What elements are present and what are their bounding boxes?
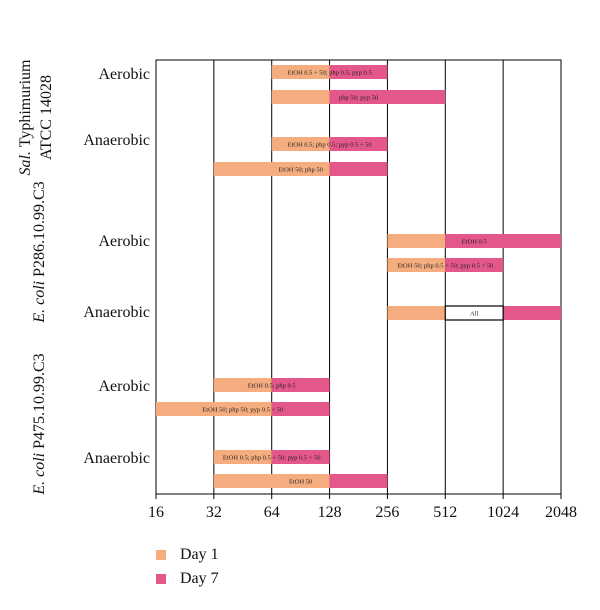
chart: 16 32 64 128 256 512 1024 2048 Aerobic EtOH 0.5 +… bbox=[17, 59, 577, 521]
strain-label-rest: P475.10.99.C3 bbox=[31, 353, 48, 453]
x-tick-label: 2048 bbox=[545, 504, 577, 521]
condition-label: Anaerobic bbox=[83, 132, 150, 149]
strain-label: Sal. Typhimurium bbox=[17, 59, 34, 175]
strain-label: E. coli P475.10.99.C3 bbox=[31, 353, 48, 495]
x-tick-label: 16 bbox=[148, 504, 164, 521]
legend-item-day7: Day 7 bbox=[156, 567, 219, 591]
condition-label: Anaerobic bbox=[83, 450, 150, 467]
bar-day1 bbox=[271, 90, 330, 104]
strain-label-line2: ATCC 14028 bbox=[38, 75, 55, 160]
bar-day7 bbox=[329, 137, 388, 151]
bar-day1 bbox=[387, 234, 446, 248]
bar-label: EtOH 0.5; php 0.5 bbox=[248, 383, 296, 390]
strain-label-italic: E. coli bbox=[31, 453, 48, 496]
bar-label: EtOH 0.5 bbox=[462, 239, 487, 246]
bar-day1 bbox=[387, 258, 446, 272]
bar-day1 bbox=[387, 306, 446, 320]
strain-label-italic: Sal. bbox=[17, 151, 34, 175]
bar-day1 bbox=[156, 402, 272, 416]
legend: Day 1 Day 7 bbox=[156, 543, 219, 591]
bar-day1 bbox=[213, 450, 272, 464]
bar-day1 bbox=[271, 137, 330, 151]
bar-day1 bbox=[271, 65, 330, 79]
condition-label: Aerobic bbox=[98, 233, 150, 250]
bar-label: All bbox=[470, 311, 479, 318]
bar-day7 bbox=[445, 234, 561, 248]
x-tick-label: 64 bbox=[264, 504, 280, 521]
bar-day7 bbox=[329, 65, 388, 79]
x-tick-label: 32 bbox=[206, 504, 222, 521]
bar-day7 bbox=[503, 306, 561, 320]
bar-day7 bbox=[329, 474, 388, 488]
plot-frame bbox=[155, 59, 562, 495]
bar-day1 bbox=[213, 162, 330, 176]
bar-day7 bbox=[329, 90, 446, 104]
bar-day7 bbox=[445, 258, 504, 272]
strain-label-italic: E. coli bbox=[31, 281, 48, 324]
bar-label: EtOH 0.5 + 50; php 0.5; pyp 0.5 bbox=[287, 70, 371, 77]
strain-label-rest: P286.10.99.C3 bbox=[31, 181, 48, 281]
strain-label: E. coli P286.10.99.C3 bbox=[31, 181, 48, 323]
legend-swatch-day1 bbox=[156, 550, 166, 560]
bar-label: EtOH 50 bbox=[289, 479, 312, 486]
condition-label: Anaerobic bbox=[83, 304, 150, 321]
condition-label: Aerobic bbox=[98, 378, 150, 395]
legend-label-day7: Day 7 bbox=[180, 570, 219, 587]
legend-label-day1: Day 1 bbox=[180, 546, 219, 563]
bar-label: EtOH 50; php 0.5 + 50; pyp 0.5 + 50 bbox=[397, 263, 493, 270]
bar-label: EtOH 0.5; php 0.5 + 50; pyp 0.5 + 50 bbox=[223, 455, 321, 462]
bar-label: php 50; pyp 50 bbox=[339, 95, 378, 102]
legend-item-day1: Day 1 bbox=[156, 543, 219, 567]
bar-day7 bbox=[329, 162, 388, 176]
bar-day7 bbox=[271, 402, 330, 416]
bar-day7 bbox=[271, 378, 330, 392]
legend-swatch-day7 bbox=[156, 574, 166, 584]
bar-day1 bbox=[213, 474, 330, 488]
bar-day7 bbox=[271, 450, 330, 464]
x-tick-label: 256 bbox=[375, 504, 399, 521]
x-tick-label: 128 bbox=[318, 504, 342, 521]
bar-day1 bbox=[213, 378, 272, 392]
condition-label: Aerobic bbox=[98, 66, 150, 83]
x-tick-label: 512 bbox=[433, 504, 457, 521]
bar-boxed bbox=[444, 305, 504, 321]
x-tick-label: 1024 bbox=[487, 504, 519, 521]
strain-label-rest: Typhimurium bbox=[17, 59, 34, 151]
bar-label: EtOH 50; php 50 bbox=[278, 167, 323, 174]
bar-label: EtOH 0.5; php 0.5; pyp 0.5 + 50 bbox=[287, 142, 371, 149]
bar-label: EtOH 50; php 50; pyp 0.5 + 50 bbox=[202, 407, 283, 414]
